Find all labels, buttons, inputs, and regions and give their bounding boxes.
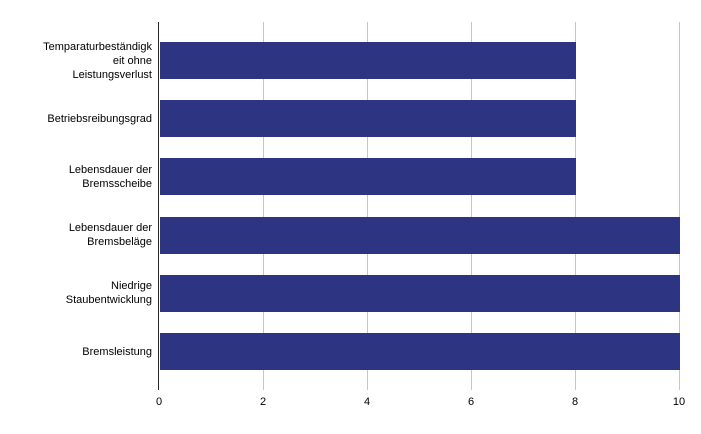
category-label-line: Temparaturbeständigk xyxy=(43,41,152,53)
bar-0 xyxy=(160,42,576,79)
gridline-x-2 xyxy=(263,22,264,390)
gridline-x-6 xyxy=(471,22,472,390)
category-label-line: Bremsbeläge xyxy=(87,236,152,248)
category-label-line: Lebensdauer der xyxy=(68,164,152,176)
category-label-1: Betriebsreibungsgrad xyxy=(12,112,152,126)
category-label-0: Temparaturbeständigk eit ohne Leistungsver… xyxy=(12,40,152,82)
x-tick-label-4: 4 xyxy=(363,396,371,408)
bar-4 xyxy=(160,275,680,312)
category-label-5: Bremsleistung xyxy=(12,345,152,359)
bar-1 xyxy=(160,100,576,137)
bar-3 xyxy=(160,217,680,254)
category-label-line: eit ohne xyxy=(112,55,152,67)
gridline-x-10 xyxy=(679,22,680,390)
x-tick-label-0: 0 xyxy=(155,396,163,408)
bar-2 xyxy=(160,158,576,195)
category-label-line: Leistungsverlust xyxy=(72,69,153,81)
gridline-x-4 xyxy=(367,22,368,390)
x-tick-label-2: 2 xyxy=(259,396,267,408)
category-label-line: Staubentwicklung xyxy=(65,294,152,306)
category-label-line: Lebensdauer der xyxy=(68,222,152,234)
gridline-x-8 xyxy=(575,22,576,390)
category-label-line: Bremsscheibe xyxy=(82,178,152,190)
x-tick-label-10: 10 xyxy=(672,396,686,408)
category-label-line: Niedrige xyxy=(111,280,152,292)
category-label-4: Niedrige Staubentwicklung xyxy=(12,279,152,307)
y-axis-line xyxy=(158,22,159,390)
plot-area xyxy=(159,22,680,390)
category-label-3: Lebensdauer der Bremsbeläge xyxy=(12,221,152,249)
x-tick-label-6: 6 xyxy=(467,396,475,408)
x-tick-label-8: 8 xyxy=(571,396,579,408)
category-label-line: Betriebsreibungsgrad xyxy=(47,113,152,125)
category-label-2: Lebensdauer der Bremsscheibe xyxy=(12,163,152,191)
category-label-line: Bremsleistung xyxy=(82,346,152,358)
bar-5 xyxy=(160,333,680,370)
